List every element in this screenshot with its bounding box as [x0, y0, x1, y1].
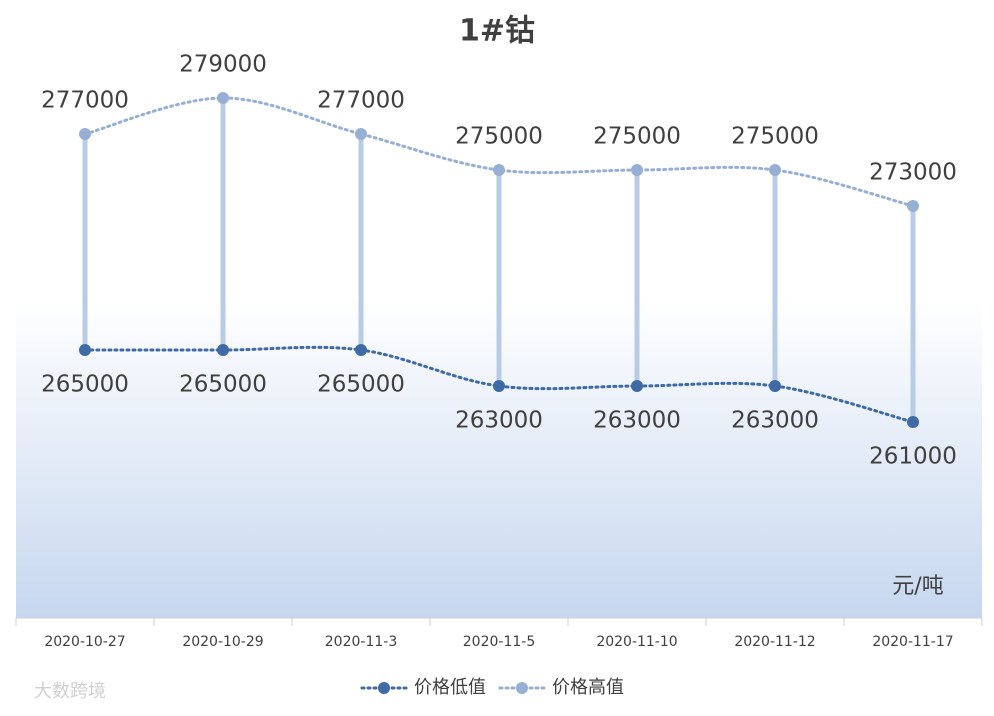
data-label: 279000 — [179, 52, 267, 78]
data-label: 263000 — [593, 408, 681, 434]
x-tick-label: 2020-10-29 — [182, 634, 263, 650]
data-label: 263000 — [455, 408, 543, 434]
data-label: 273000 — [869, 160, 957, 186]
chart-title: 1#钴 — [459, 14, 535, 49]
x-tick-label: 2020-11-5 — [463, 634, 535, 650]
x-tick-label: 2020-11-12 — [734, 634, 815, 650]
legend-marker — [516, 682, 528, 694]
legend-label: 价格低值 — [414, 677, 486, 698]
legend-label: 价格高值 — [552, 677, 624, 698]
x-tick-label: 2020-11-3 — [325, 634, 397, 650]
watermark: 大数跨境 — [34, 681, 106, 702]
data-label: 265000 — [41, 372, 129, 398]
x-tick-label: 2020-11-17 — [872, 634, 953, 650]
point — [79, 344, 91, 356]
data-label: 263000 — [731, 408, 819, 434]
point — [217, 92, 229, 104]
x-tick-label: 2020-11-10 — [596, 634, 677, 650]
point — [631, 380, 643, 392]
point — [355, 344, 367, 356]
point — [493, 380, 505, 392]
data-label: 265000 — [179, 372, 267, 398]
point — [217, 344, 229, 356]
point — [355, 128, 367, 140]
point — [493, 164, 505, 176]
unit-label: 元/吨 — [892, 574, 943, 599]
data-label: 275000 — [593, 124, 681, 150]
data-label: 261000 — [869, 444, 957, 470]
point — [769, 380, 781, 392]
data-label: 277000 — [317, 88, 405, 114]
x-tick-label: 2020-10-27 — [44, 634, 125, 650]
point — [907, 416, 919, 428]
data-label: 265000 — [317, 372, 405, 398]
point — [631, 164, 643, 176]
data-label: 275000 — [731, 124, 819, 150]
point — [907, 200, 919, 212]
point — [79, 128, 91, 140]
data-label: 277000 — [41, 88, 129, 114]
legend-marker — [378, 682, 390, 694]
point — [769, 164, 781, 176]
data-label: 275000 — [455, 124, 543, 150]
